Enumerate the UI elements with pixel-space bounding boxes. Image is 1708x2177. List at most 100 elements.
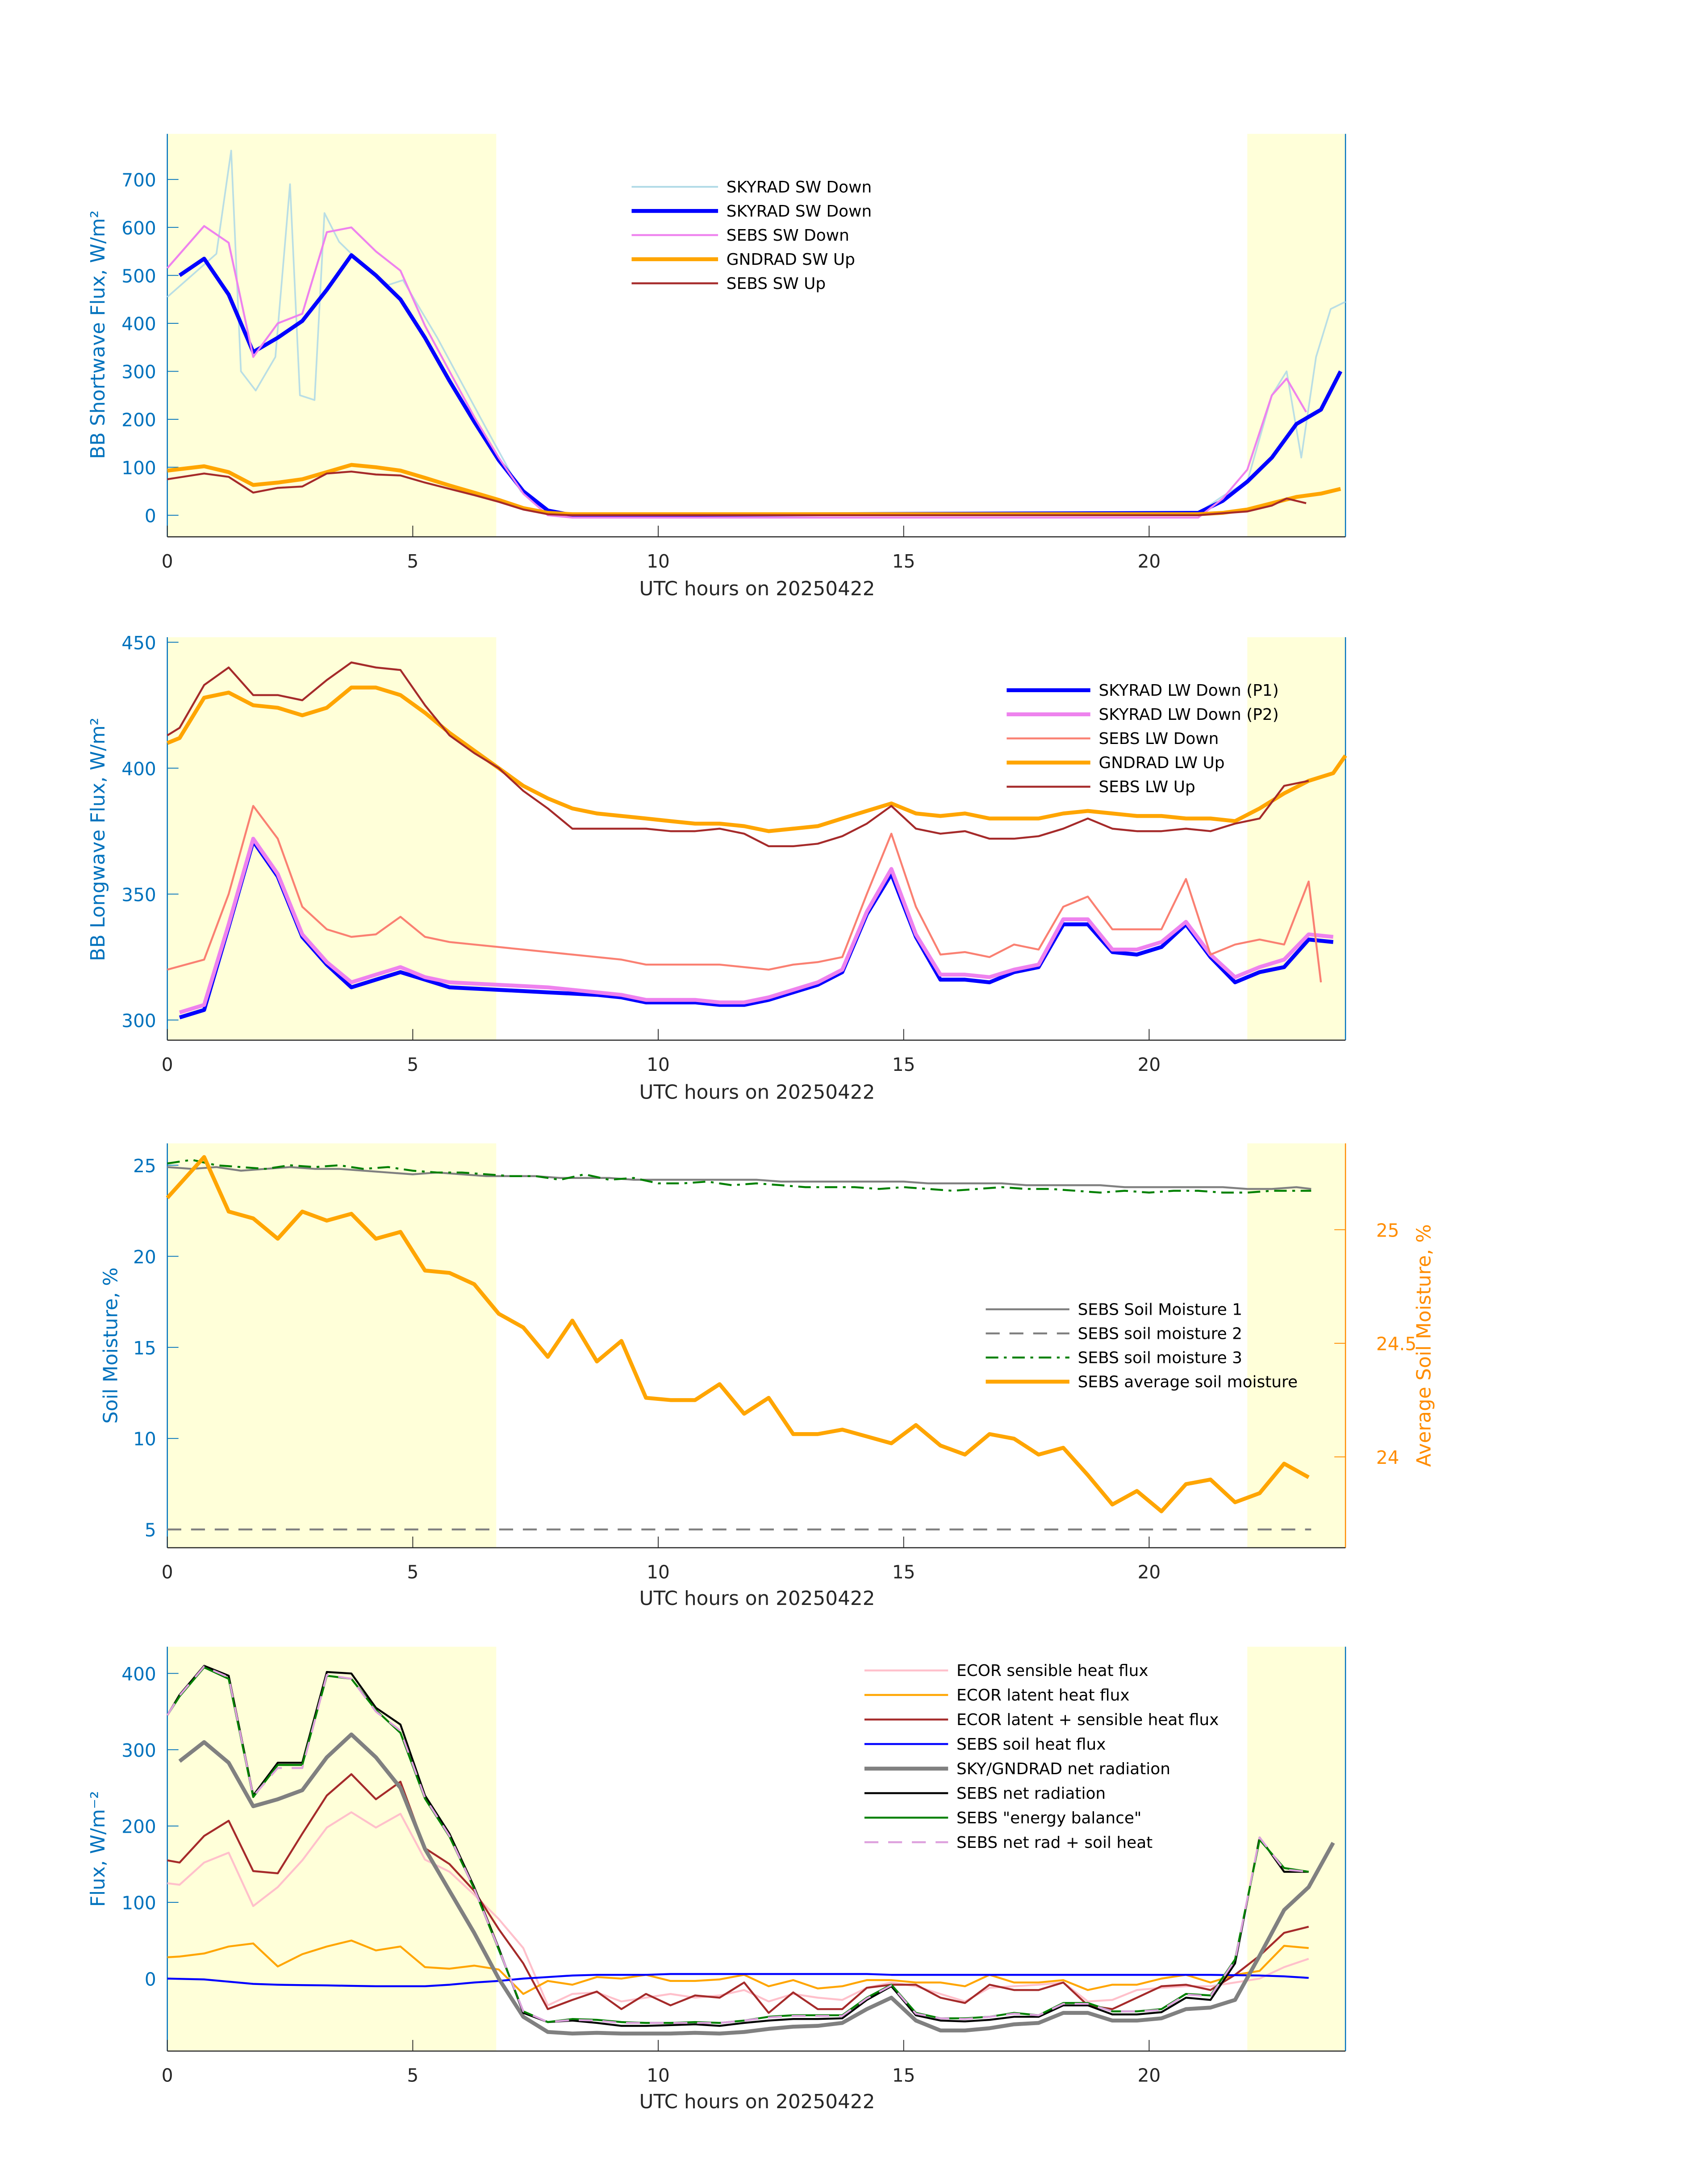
x-tick-label: 5 xyxy=(407,2065,418,2086)
x-tick-label: 20 xyxy=(1138,1562,1161,1583)
series-line-4 xyxy=(178,1732,1335,2036)
legend-label: SEBS Soil Moisture 1 xyxy=(1078,1300,1242,1319)
y-axis-right-label: Average Soil Moisture, % xyxy=(1413,1224,1436,1467)
x-tick-label: 15 xyxy=(892,551,915,572)
legend-label: SEBS net rad + soil heat xyxy=(956,1834,1153,1852)
legend-label: GNDRAD LW Up xyxy=(1098,754,1224,772)
series-line-5 xyxy=(166,1665,1309,2027)
x-tick-label: 10 xyxy=(647,2065,670,2086)
series-line-0 xyxy=(167,1166,1311,1190)
x-tick-label: 20 xyxy=(1138,2065,1161,2086)
legend-label: SEBS average soil moisture xyxy=(1078,1373,1298,1391)
legend-label: SEBS "energy balance" xyxy=(956,1809,1141,1827)
x-tick-label: 0 xyxy=(162,2065,173,2086)
y-right-tick-label: 24 xyxy=(1376,1447,1399,1468)
longwave-flux-panel: 0 5 10 15 20 300 350 400 450 UTC hours on 202504… xyxy=(87,632,1347,1103)
legend-label: SKYRAD LW Down (P2) xyxy=(1098,706,1278,724)
daylight-shading xyxy=(167,1646,497,2052)
legend-label: SKYRAD SW Down xyxy=(727,202,872,221)
y-tick-label: 5 xyxy=(145,1520,156,1541)
y-tick-label: 200 xyxy=(121,1816,156,1838)
y-tick-label: 0 xyxy=(145,505,156,526)
legend: SEBS Soil Moisture 1 SEBS soil moisture 2… xyxy=(986,1300,1298,1391)
legend-label: SEBS soil moisture 2 xyxy=(1078,1325,1242,1343)
x-tick-label: 5 xyxy=(407,1562,418,1583)
y-tick-label: 300 xyxy=(121,1740,156,1761)
series-line-7 xyxy=(166,1665,1309,2024)
series-line-3 xyxy=(167,463,1341,516)
x-tick-label: 10 xyxy=(647,551,670,572)
legend-label: SKY/GNDRAD net radiation xyxy=(956,1760,1170,1778)
series-line-3 xyxy=(167,1973,1309,1988)
series-line-2 xyxy=(167,225,1307,519)
y-axis-label: Flux, W/m⁻² xyxy=(87,1791,109,1907)
y-tick-label: 400 xyxy=(121,313,156,335)
x-tick-label: 0 xyxy=(162,1054,173,1075)
legend-label: SKYRAD SW Down xyxy=(727,178,872,196)
series-line-0 xyxy=(167,1811,1309,2006)
legend-label: SEBS soil heat flux xyxy=(956,1735,1106,1754)
series-line-1 xyxy=(178,253,1343,518)
x-tick-label: 0 xyxy=(162,551,173,572)
x-axis-label: UTC hours on 20250422 xyxy=(639,1081,875,1103)
y-tick-label: 450 xyxy=(121,632,156,654)
y-axis-label: BB Shortwave Flux, W/m² xyxy=(87,210,109,459)
y-tick-label: 700 xyxy=(121,169,156,191)
y-tick-label: 500 xyxy=(121,265,156,287)
legend-label: SEBS LW Up xyxy=(1098,778,1195,796)
y-tick-label: 20 xyxy=(133,1246,156,1268)
y-tick-label: 300 xyxy=(121,1010,156,1032)
legend-label: SEBS soil moisture 3 xyxy=(1078,1349,1242,1367)
y-axis-label: Soil Moisture, % xyxy=(99,1267,122,1424)
legend-label: ECOR latent heat flux xyxy=(956,1686,1130,1705)
legend: SKYRAD LW Down (P1) SKYRAD LW Down (P2) SE… xyxy=(1006,681,1279,796)
x-axis-label: UTC hours on 20250422 xyxy=(639,577,875,600)
legend-label: SEBS SW Down xyxy=(727,226,849,245)
series-line-3 xyxy=(167,685,1347,833)
series-line-4 xyxy=(167,661,1309,848)
legend-label: SKYRAD LW Down (P1) xyxy=(1098,681,1278,700)
legend-label: ECOR latent + sensible heat flux xyxy=(956,1711,1219,1729)
legend: SKYRAD SW Down SKYRAD SW Down SEBS SW Down… xyxy=(631,178,872,293)
x-tick-label: 5 xyxy=(407,551,418,572)
series-line-3 xyxy=(166,1155,1310,1513)
plot-area: 0 5 10 15 20 300 350 400 450 xyxy=(121,632,1347,1075)
y-tick-label: 400 xyxy=(121,758,156,780)
daylight-shading xyxy=(167,637,497,1040)
x-tick-label: 15 xyxy=(892,1054,915,1075)
y-tick-label: 600 xyxy=(121,217,156,239)
legend-label: SEBS LW Down xyxy=(1098,730,1219,748)
daylight-shading xyxy=(1247,134,1346,537)
x-tick-label: 5 xyxy=(407,1054,418,1075)
y-axis-label: BB Longwave Flux, W/m² xyxy=(87,718,109,961)
y-tick-label: 10 xyxy=(133,1429,156,1450)
y-tick-label: 100 xyxy=(121,1893,156,1914)
daylight-shading xyxy=(167,1143,497,1548)
legend: ECOR sensible heat flux ECOR latent heat … xyxy=(864,1662,1219,1852)
x-tick-label: 10 xyxy=(647,1562,670,1583)
y-tick-label: 100 xyxy=(121,457,156,479)
daylight-shading xyxy=(1247,1143,1346,1548)
x-axis-label: UTC hours on 20250422 xyxy=(639,1587,875,1610)
series-line-0 xyxy=(179,839,1334,1020)
y-right-tick-label: 24.5 xyxy=(1376,1333,1416,1355)
x-tick-label: 10 xyxy=(647,1054,670,1075)
series-line-4 xyxy=(167,470,1307,516)
legend-label: SEBS net radiation xyxy=(956,1784,1106,1803)
series-line-2 xyxy=(167,1773,1309,2014)
series-line-2 xyxy=(167,1159,1311,1194)
y-tick-label: 0 xyxy=(145,1968,156,1990)
x-tick-label: 0 xyxy=(162,1562,173,1583)
legend-label: SEBS SW Up xyxy=(727,275,826,293)
x-tick-label: 15 xyxy=(892,1562,915,1583)
x-tick-label: 20 xyxy=(1138,1054,1161,1075)
series-line-1 xyxy=(179,836,1334,1015)
series-line-2 xyxy=(167,805,1322,982)
y-tick-label: 200 xyxy=(121,409,156,431)
